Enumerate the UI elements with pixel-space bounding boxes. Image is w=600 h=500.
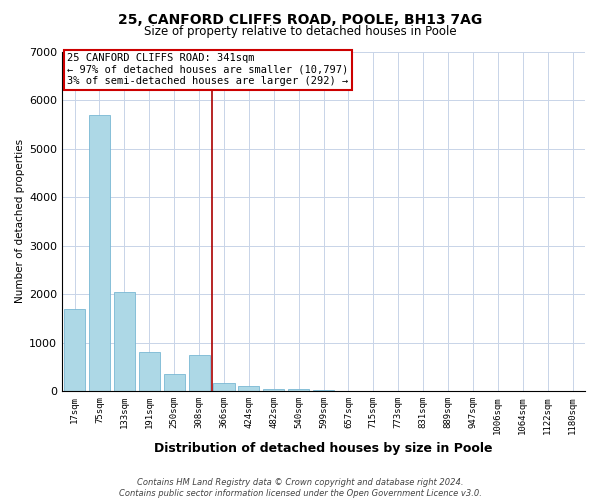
Bar: [139, 352, 160, 391]
Bar: [188, 355, 209, 391]
Text: Contains HM Land Registry data © Crown copyright and database right 2024.
Contai: Contains HM Land Registry data © Crown c…: [119, 478, 481, 498]
Bar: [64, 308, 85, 391]
Bar: [288, 390, 309, 391]
Bar: [214, 382, 235, 391]
Bar: [114, 292, 135, 391]
X-axis label: Distribution of detached houses by size in Poole: Distribution of detached houses by size …: [154, 442, 493, 455]
Bar: [313, 390, 334, 391]
Y-axis label: Number of detached properties: Number of detached properties: [15, 140, 25, 304]
Text: 25, CANFORD CLIFFS ROAD, POOLE, BH13 7AG: 25, CANFORD CLIFFS ROAD, POOLE, BH13 7AG: [118, 12, 482, 26]
Bar: [89, 114, 110, 391]
Bar: [238, 386, 259, 391]
Bar: [263, 388, 284, 391]
Text: Size of property relative to detached houses in Poole: Size of property relative to detached ho…: [143, 25, 457, 38]
Bar: [164, 374, 185, 391]
Text: 25 CANFORD CLIFFS ROAD: 341sqm
← 97% of detached houses are smaller (10,797)
3% : 25 CANFORD CLIFFS ROAD: 341sqm ← 97% of …: [67, 53, 349, 86]
